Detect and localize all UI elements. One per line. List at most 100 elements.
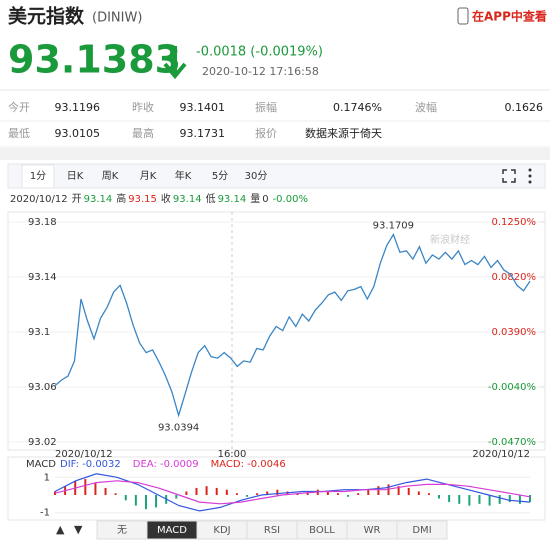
code: (DINIW) xyxy=(92,11,142,26)
stat-label: 振幅 xyxy=(255,100,277,114)
tab[interactable]: 日K xyxy=(67,171,84,182)
watermark: 新浪财经 xyxy=(430,233,470,246)
macd-bar xyxy=(215,487,218,495)
macd-bar xyxy=(246,495,249,497)
macd-bar xyxy=(347,495,350,497)
macd-legend: DIF: -0.0032 xyxy=(60,459,121,470)
tab[interactable]: 年K xyxy=(175,169,192,182)
x-tick-label: 2020/10/12 xyxy=(472,449,530,460)
info-text: 量 xyxy=(250,193,260,205)
low-label: 93.0394 xyxy=(158,422,199,433)
indicator-tab-bg xyxy=(396,520,448,540)
indicator-tab[interactable]: RSI xyxy=(264,525,280,536)
info-text: 93.14 xyxy=(173,194,202,205)
indicator-tab[interactable]: DMI xyxy=(412,525,431,536)
info-text: 93.14 xyxy=(84,194,113,205)
chart-frame xyxy=(7,211,546,451)
tab[interactable]: 月K xyxy=(140,170,157,182)
time: 2020-10-12 17:16:58 xyxy=(202,65,319,78)
macd-bar xyxy=(336,493,339,495)
indicator-tab[interactable]: KDJ xyxy=(213,525,230,536)
macd-bar xyxy=(417,491,420,495)
fullscreen-icon[interactable] xyxy=(502,169,516,183)
macd-bar xyxy=(124,495,127,501)
scroll-up[interactable]: ▲ xyxy=(56,523,65,536)
title: 美元指数 xyxy=(8,5,85,28)
info-text: 高 xyxy=(116,192,126,205)
macd-bar xyxy=(185,491,188,495)
macd-bar xyxy=(276,489,279,495)
macd-bar xyxy=(427,493,430,495)
y2-tick-label: 0.1250% xyxy=(492,217,537,228)
macd-legend: MACD: -0.0046 xyxy=(211,459,286,470)
tab[interactable]: 30分 xyxy=(245,170,268,182)
price-line xyxy=(54,233,531,418)
stat-value: 93.1401 xyxy=(180,101,226,114)
info-text: 93.15 xyxy=(128,194,157,205)
y-tick-label: 93.14 xyxy=(28,272,57,283)
macd-title: MACD xyxy=(26,459,56,470)
info-text: 0 xyxy=(262,194,268,205)
macd-bar xyxy=(84,479,87,495)
app-link[interactable]: 在APP中查看 xyxy=(472,9,547,24)
stat-label: 最高 xyxy=(132,126,154,140)
info-text: 低 xyxy=(206,192,216,205)
high-label: 93.1709 xyxy=(373,221,414,232)
tab-bar xyxy=(7,163,546,189)
macd-bar xyxy=(468,495,471,506)
stat-label: 昨收 xyxy=(132,100,154,114)
y-tick-label: 93.02 xyxy=(28,437,57,448)
macd-tick: -1 xyxy=(40,508,50,519)
change: -0.0018 (-0.0019%) xyxy=(196,45,323,60)
stat-value: 0.1746% xyxy=(333,101,382,114)
indicator-tab[interactable]: WR xyxy=(364,525,381,536)
macd-bar xyxy=(134,495,137,506)
stat-label: 最低 xyxy=(8,127,30,140)
y2-tick-label: -0.0470% xyxy=(488,437,536,448)
macd-bar xyxy=(235,493,238,495)
macd-bar xyxy=(367,489,370,495)
macd-bar xyxy=(175,495,178,499)
stat-value: 93.1731 xyxy=(180,127,226,140)
down-arrow xyxy=(163,46,187,80)
stat-label: 报价 xyxy=(255,126,277,140)
macd-legend: DEA: -0.0009 xyxy=(133,459,199,470)
macd-bar xyxy=(225,489,228,495)
macd-bar xyxy=(195,487,198,495)
macd-bar xyxy=(54,491,56,495)
indicator-tab[interactable]: MACD xyxy=(157,525,187,536)
macd-bar xyxy=(438,495,441,499)
macd-tick: 1 xyxy=(44,472,50,483)
indicator-tab[interactable]: BOLL xyxy=(309,525,335,536)
macd-bar xyxy=(478,495,481,504)
info-text: -0.00% xyxy=(273,194,308,205)
indicator-tab[interactable]: 无 xyxy=(117,525,127,536)
macd-bar xyxy=(94,482,97,495)
macd-bar xyxy=(114,493,117,495)
stat-value: 数据来源于倚天 xyxy=(305,126,382,140)
stat-value: 93.0105 xyxy=(55,127,101,140)
macd-bar xyxy=(498,495,501,504)
macd-bar xyxy=(144,495,147,510)
macd-bar xyxy=(508,495,511,503)
dea-line xyxy=(54,480,531,505)
stat-value: 0.1626 xyxy=(505,101,544,114)
scroll-down[interactable]: ▼ xyxy=(74,523,83,536)
x-tick-label: 16:00 xyxy=(218,449,247,460)
macd-bar xyxy=(205,486,208,495)
macd-bar xyxy=(266,491,269,495)
y-tick-label: 93.18 xyxy=(28,217,57,228)
macd-bar xyxy=(357,493,360,495)
stat-label: 今开 xyxy=(8,100,30,114)
y2-tick-label: 0.0390% xyxy=(492,327,537,338)
tab[interactable]: 1分 xyxy=(30,170,46,182)
price: 93.1383 xyxy=(8,38,181,82)
y2-tick-label: 0.0820% xyxy=(492,272,537,283)
stat-value: 93.1196 xyxy=(55,101,101,114)
tab[interactable]: 周K xyxy=(102,170,119,182)
menu-icon[interactable] xyxy=(528,168,532,184)
macd-frame xyxy=(7,456,546,521)
tab[interactable]: 5分 xyxy=(212,170,228,182)
